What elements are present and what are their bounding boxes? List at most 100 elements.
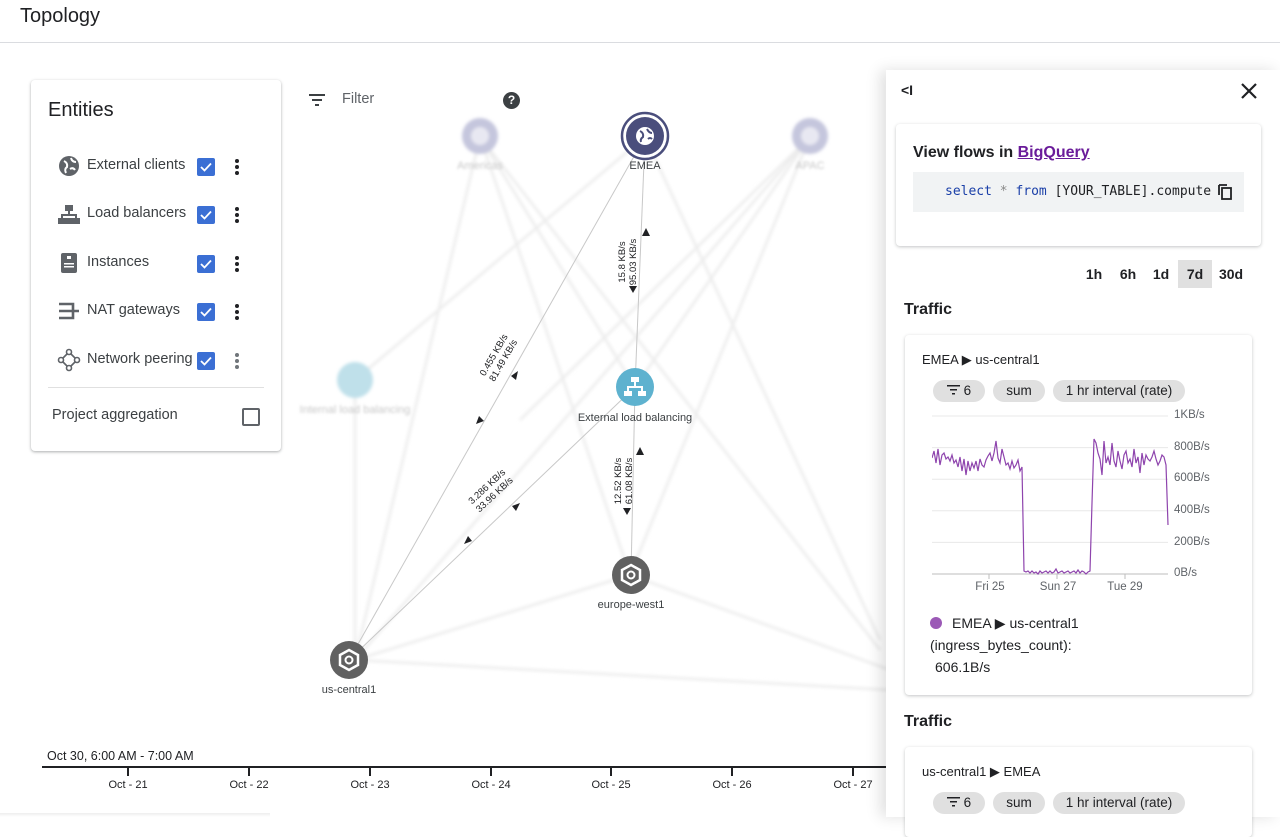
node-label-internal-lb[interactable]: Internal load balancing bbox=[299, 404, 411, 416]
topology-graph[interactable] bbox=[0, 43, 890, 817]
network-peering-more-icon[interactable] bbox=[234, 352, 240, 370]
peering-icon bbox=[57, 348, 81, 372]
node-label-us-central1[interactable]: us-central1 bbox=[321, 684, 377, 696]
filter-count-chip[interactable]: 6 bbox=[933, 792, 985, 814]
traffic-chart[interactable] bbox=[932, 413, 1172, 581]
interval-chip[interactable]: 1 hr interval (rate) bbox=[1053, 792, 1185, 814]
scroll-shadow bbox=[0, 813, 270, 817]
node-external-lb bbox=[616, 368, 654, 406]
collapse-panel-button[interactable]: <I bbox=[901, 82, 914, 98]
time-range-30d[interactable]: 30d bbox=[1218, 266, 1244, 282]
node-label-external-lb[interactable]: External load balancing bbox=[577, 412, 693, 424]
node-europe-west1 bbox=[612, 556, 650, 594]
interval-chip[interactable]: 1 hr interval (rate) bbox=[1053, 380, 1185, 402]
y-tick: 200B/s bbox=[1174, 536, 1210, 548]
node-us-central1 bbox=[330, 641, 368, 679]
timeline[interactable]: Oct 30, 6:00 AM - 7:00 AM Oct - 21 Oct -… bbox=[0, 745, 890, 817]
external-clients-more-icon[interactable] bbox=[234, 158, 240, 176]
network-peering-checkbox[interactable] bbox=[197, 352, 215, 370]
entity-row-external-clients[interactable]: External clients bbox=[57, 154, 257, 178]
timeline-tick bbox=[610, 766, 612, 776]
load-balancers-checkbox[interactable] bbox=[197, 206, 215, 224]
instances-more-icon[interactable] bbox=[234, 255, 240, 273]
page-header: Topology bbox=[0, 0, 1280, 43]
edge-label-extlb-europewest: 12.52 KB/s 61.08 KB/s bbox=[613, 457, 635, 505]
timeline-tick bbox=[852, 766, 854, 776]
bigquery-link[interactable]: BigQuery bbox=[1017, 144, 1090, 161]
timeline-tick-label: Oct - 25 bbox=[591, 779, 631, 791]
globe-icon bbox=[59, 156, 79, 176]
aggregation-chip[interactable]: sum bbox=[993, 380, 1045, 402]
timeline-tick bbox=[369, 766, 371, 776]
entity-label: Instances bbox=[87, 254, 150, 270]
faded-nodes bbox=[337, 118, 828, 398]
entity-label: Network peering bbox=[87, 351, 193, 367]
timeline-tick bbox=[490, 766, 492, 776]
entity-row-load-balancers[interactable]: Load balancers bbox=[57, 202, 257, 226]
sitemap-icon bbox=[58, 205, 80, 224]
page-title: Topology bbox=[20, 5, 101, 27]
time-range-7d[interactable]: 7d bbox=[1178, 260, 1212, 288]
traffic-section-title: Traffic bbox=[904, 301, 953, 318]
nat-gateways-checkbox[interactable] bbox=[197, 303, 215, 321]
project-aggregation-label: Project aggregation bbox=[52, 407, 178, 423]
filter-icon bbox=[946, 797, 960, 807]
y-tick: 0B/s bbox=[1174, 567, 1198, 579]
timeline-tick bbox=[731, 766, 733, 776]
chart-legend: EMEA ▶ us-central1 (ingress_bytes_count)… bbox=[930, 615, 1079, 675]
project-aggregation-checkbox[interactable] bbox=[242, 408, 260, 426]
edge-label-emea-extlb: 15.8 KB/s 95.03 KB/s bbox=[617, 238, 639, 286]
close-icon[interactable] bbox=[1238, 80, 1260, 102]
timeline-tick-label: Oct - 27 bbox=[833, 779, 873, 791]
timeline-tick-label: Oct - 22 bbox=[229, 779, 269, 791]
aggregation-chip[interactable]: sum bbox=[993, 792, 1045, 814]
entity-label: Load balancers bbox=[87, 205, 187, 221]
series-color-dot bbox=[930, 617, 942, 629]
x-tick: Fri 25 bbox=[975, 581, 1005, 593]
node-label-americas[interactable]: Americas bbox=[457, 160, 503, 172]
bigquery-card: View flows in BigQuery select * from [YO… bbox=[896, 124, 1261, 246]
entity-row-network-peering[interactable]: Network peering bbox=[57, 348, 257, 372]
node-emea bbox=[620, 111, 670, 161]
filter-bar[interactable]: Filter bbox=[308, 90, 528, 112]
load-balancers-more-icon[interactable] bbox=[234, 206, 240, 224]
nat-gateways-more-icon[interactable] bbox=[234, 303, 240, 321]
entity-row-instances[interactable]: Instances bbox=[57, 251, 257, 275]
filter-input[interactable]: Filter bbox=[342, 91, 375, 107]
y-tick: 800B/s bbox=[1174, 441, 1210, 453]
help-icon[interactable]: ? bbox=[503, 92, 520, 109]
time-range-6h[interactable]: 6h bbox=[1119, 266, 1137, 282]
bigquery-title: View flows in BigQuery bbox=[913, 144, 1090, 161]
time-range-1d[interactable]: 1d bbox=[1152, 266, 1170, 282]
traffic-route: us-central1 ▶ EMEA bbox=[922, 764, 1041, 779]
edge-arrows bbox=[464, 228, 650, 544]
instances-checkbox[interactable] bbox=[197, 255, 215, 273]
time-range-1h[interactable]: 1h bbox=[1085, 266, 1103, 282]
entities-panel: Entities External clients Load balancers… bbox=[31, 80, 281, 451]
divider bbox=[48, 387, 264, 388]
node-label-emea[interactable]: EMEA bbox=[629, 160, 661, 172]
timeline-tick-label: Oct - 23 bbox=[350, 779, 390, 791]
faded-edges bbox=[353, 136, 890, 692]
x-tick: Sun 27 bbox=[1039, 581, 1077, 593]
sql-snippet[interactable]: select * from [YOUR_TABLE].compute bbox=[913, 172, 1244, 212]
entity-label: External clients bbox=[87, 157, 186, 173]
timeline-tick-label: Oct - 24 bbox=[471, 779, 511, 791]
timeline-tick bbox=[127, 766, 129, 776]
timeline-axis[interactable] bbox=[42, 766, 890, 768]
copy-icon[interactable] bbox=[1217, 184, 1233, 200]
entity-label: NAT gateways bbox=[87, 302, 180, 318]
entity-row-nat-gateways[interactable]: NAT gateways bbox=[57, 299, 257, 323]
timeline-tick-label: Oct - 21 bbox=[108, 779, 148, 791]
timeline-range: Oct 30, 6:00 AM - 7:00 AM bbox=[47, 749, 194, 763]
timeline-tick bbox=[248, 766, 250, 776]
traffic-card-uscentral-emea: us-central1 ▶ EMEA 6 sum 1 hr interval (… bbox=[905, 747, 1252, 837]
filter-icon bbox=[946, 385, 960, 395]
topology-canvas[interactable]: Americas EMEA APAC Internal load balanci… bbox=[0, 43, 890, 817]
entities-title: Entities bbox=[48, 99, 114, 121]
external-clients-checkbox[interactable] bbox=[197, 158, 215, 176]
node-label-europe-west1[interactable]: europe-west1 bbox=[597, 599, 665, 611]
nat-gateway-icon bbox=[59, 302, 79, 320]
node-label-apac[interactable]: APAC bbox=[795, 160, 825, 172]
filter-count-chip[interactable]: 6 bbox=[933, 380, 985, 402]
